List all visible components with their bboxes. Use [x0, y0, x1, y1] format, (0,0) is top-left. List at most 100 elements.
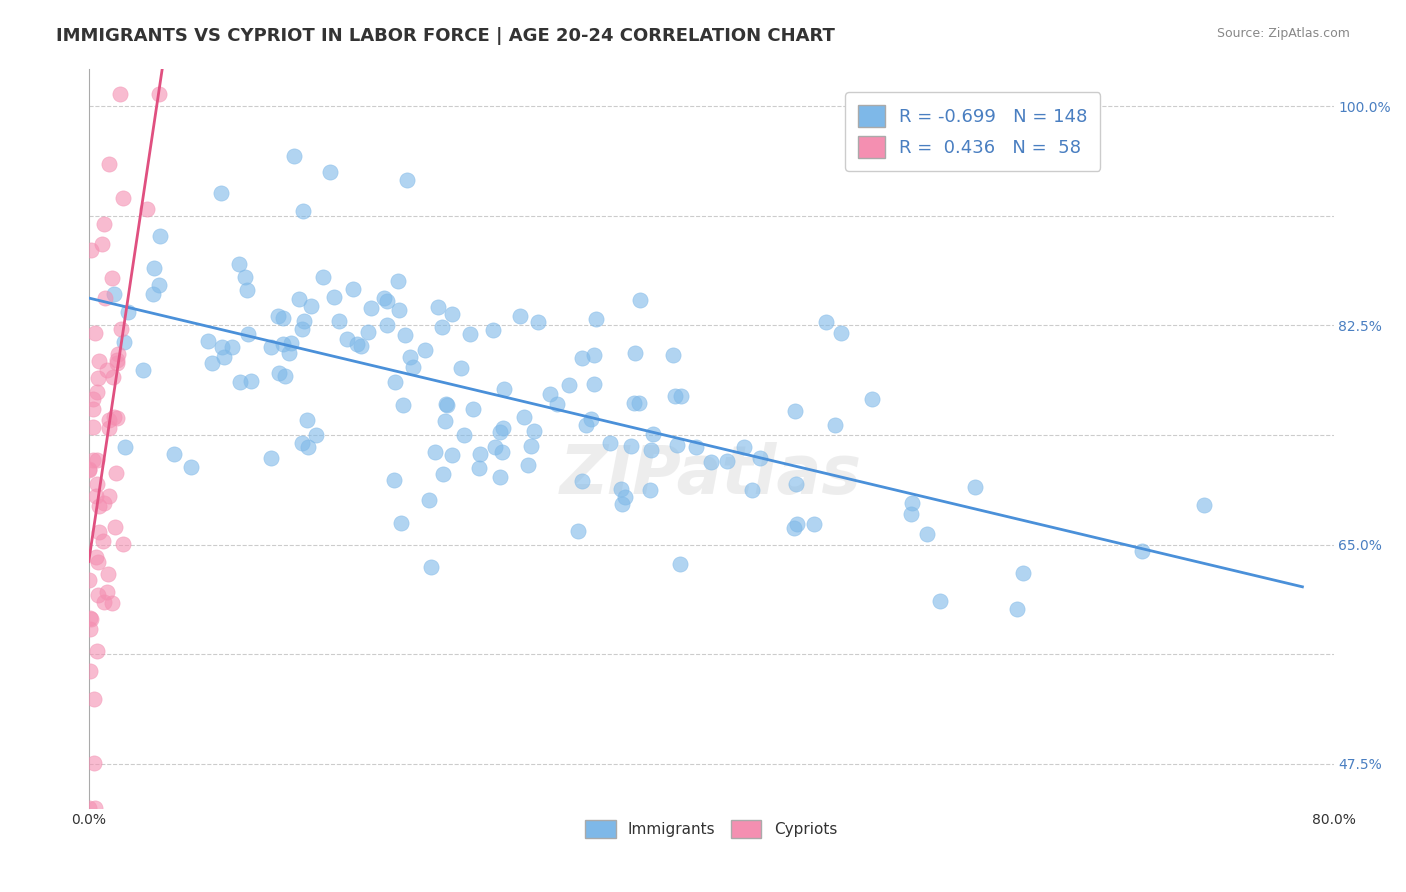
- Point: [83, 691, 105, 706]
- Point: [299, 300, 322, 314]
- Point: [111, 537, 134, 551]
- Point: [733, 440, 755, 454]
- Point: [661, 348, 683, 362]
- Point: [323, 290, 346, 304]
- Point: [80, 612, 103, 626]
- Point: [394, 328, 416, 343]
- Point: [107, 353, 129, 368]
- Point: [520, 439, 543, 453]
- Point: [79, 664, 101, 678]
- Point: [461, 402, 484, 417]
- Point: [86, 644, 108, 658]
- Point: [579, 412, 602, 426]
- Point: [180, 459, 202, 474]
- Point: [1005, 602, 1028, 616]
- Point: [413, 343, 436, 357]
- Point: [664, 389, 686, 403]
- Point: [786, 517, 808, 532]
- Point: [201, 356, 224, 370]
- Point: [824, 417, 846, 432]
- Point: [523, 424, 546, 438]
- Point: [271, 311, 294, 326]
- Point: [114, 440, 136, 454]
- Point: [142, 261, 165, 276]
- Point: [423, 445, 446, 459]
- Point: [640, 442, 662, 457]
- Point: [103, 410, 125, 425]
- Point: [271, 336, 294, 351]
- Point: [87, 588, 110, 602]
- Point: [94, 292, 117, 306]
- Point: [103, 370, 125, 384]
- Point: [269, 366, 291, 380]
- Point: [103, 287, 125, 301]
- Point: [98, 157, 121, 171]
- Point: [610, 482, 633, 496]
- Point: [741, 483, 763, 497]
- Point: [546, 397, 568, 411]
- Point: [387, 274, 409, 288]
- Point: [418, 492, 440, 507]
- Point: [278, 346, 301, 360]
- Point: [567, 524, 589, 538]
- Point: [82, 453, 104, 467]
- Point: [433, 414, 456, 428]
- Point: [93, 217, 115, 231]
- Point: [104, 467, 127, 481]
- Point: [142, 287, 165, 301]
- Point: [82, 392, 104, 406]
- Point: [84, 326, 107, 340]
- Point: [623, 346, 645, 360]
- Point: [87, 524, 110, 539]
- Point: [928, 594, 950, 608]
- Point: [1011, 566, 1033, 580]
- Point: [441, 307, 464, 321]
- Point: [91, 533, 114, 548]
- Point: [82, 402, 104, 417]
- Text: Source: ZipAtlas.com: Source: ZipAtlas.com: [1216, 27, 1350, 40]
- Point: [468, 461, 491, 475]
- Point: [83, 756, 105, 770]
- Point: [900, 507, 922, 521]
- Point: [86, 371, 108, 385]
- Point: [830, 326, 852, 341]
- Point: [297, 440, 319, 454]
- Point: [148, 277, 170, 292]
- Point: [575, 417, 598, 432]
- Point: [458, 326, 481, 341]
- Point: [571, 474, 593, 488]
- Point: [377, 318, 399, 332]
- Point: [396, 173, 419, 187]
- Point: [136, 202, 159, 216]
- Point: [382, 473, 405, 487]
- Point: [432, 319, 454, 334]
- Point: [280, 336, 302, 351]
- Point: [149, 229, 172, 244]
- Point: [233, 269, 256, 284]
- Point: [291, 322, 314, 336]
- Point: [427, 300, 450, 314]
- Point: [260, 340, 283, 354]
- Point: [96, 584, 118, 599]
- Point: [305, 427, 328, 442]
- Point: [100, 596, 122, 610]
- Point: [373, 291, 395, 305]
- Point: [513, 410, 536, 425]
- Point: [434, 397, 457, 411]
- Point: [197, 334, 219, 349]
- Point: [236, 283, 259, 297]
- Point: [211, 340, 233, 354]
- Point: [97, 421, 120, 435]
- Point: [111, 191, 134, 205]
- Point: [509, 309, 531, 323]
- Text: IMMIGRANTS VS CYPRIOT IN LABOR FORCE | AGE 20-24 CORRELATION CHART: IMMIGRANTS VS CYPRIOT IN LABOR FORCE | A…: [56, 27, 835, 45]
- Point: [538, 387, 561, 401]
- Point: [110, 322, 132, 336]
- Point: [77, 801, 100, 815]
- Point: [93, 594, 115, 608]
- Point: [666, 438, 689, 452]
- Text: ZIPatlas: ZIPatlas: [560, 442, 862, 508]
- Point: [432, 467, 454, 482]
- Point: [104, 520, 127, 534]
- Point: [86, 477, 108, 491]
